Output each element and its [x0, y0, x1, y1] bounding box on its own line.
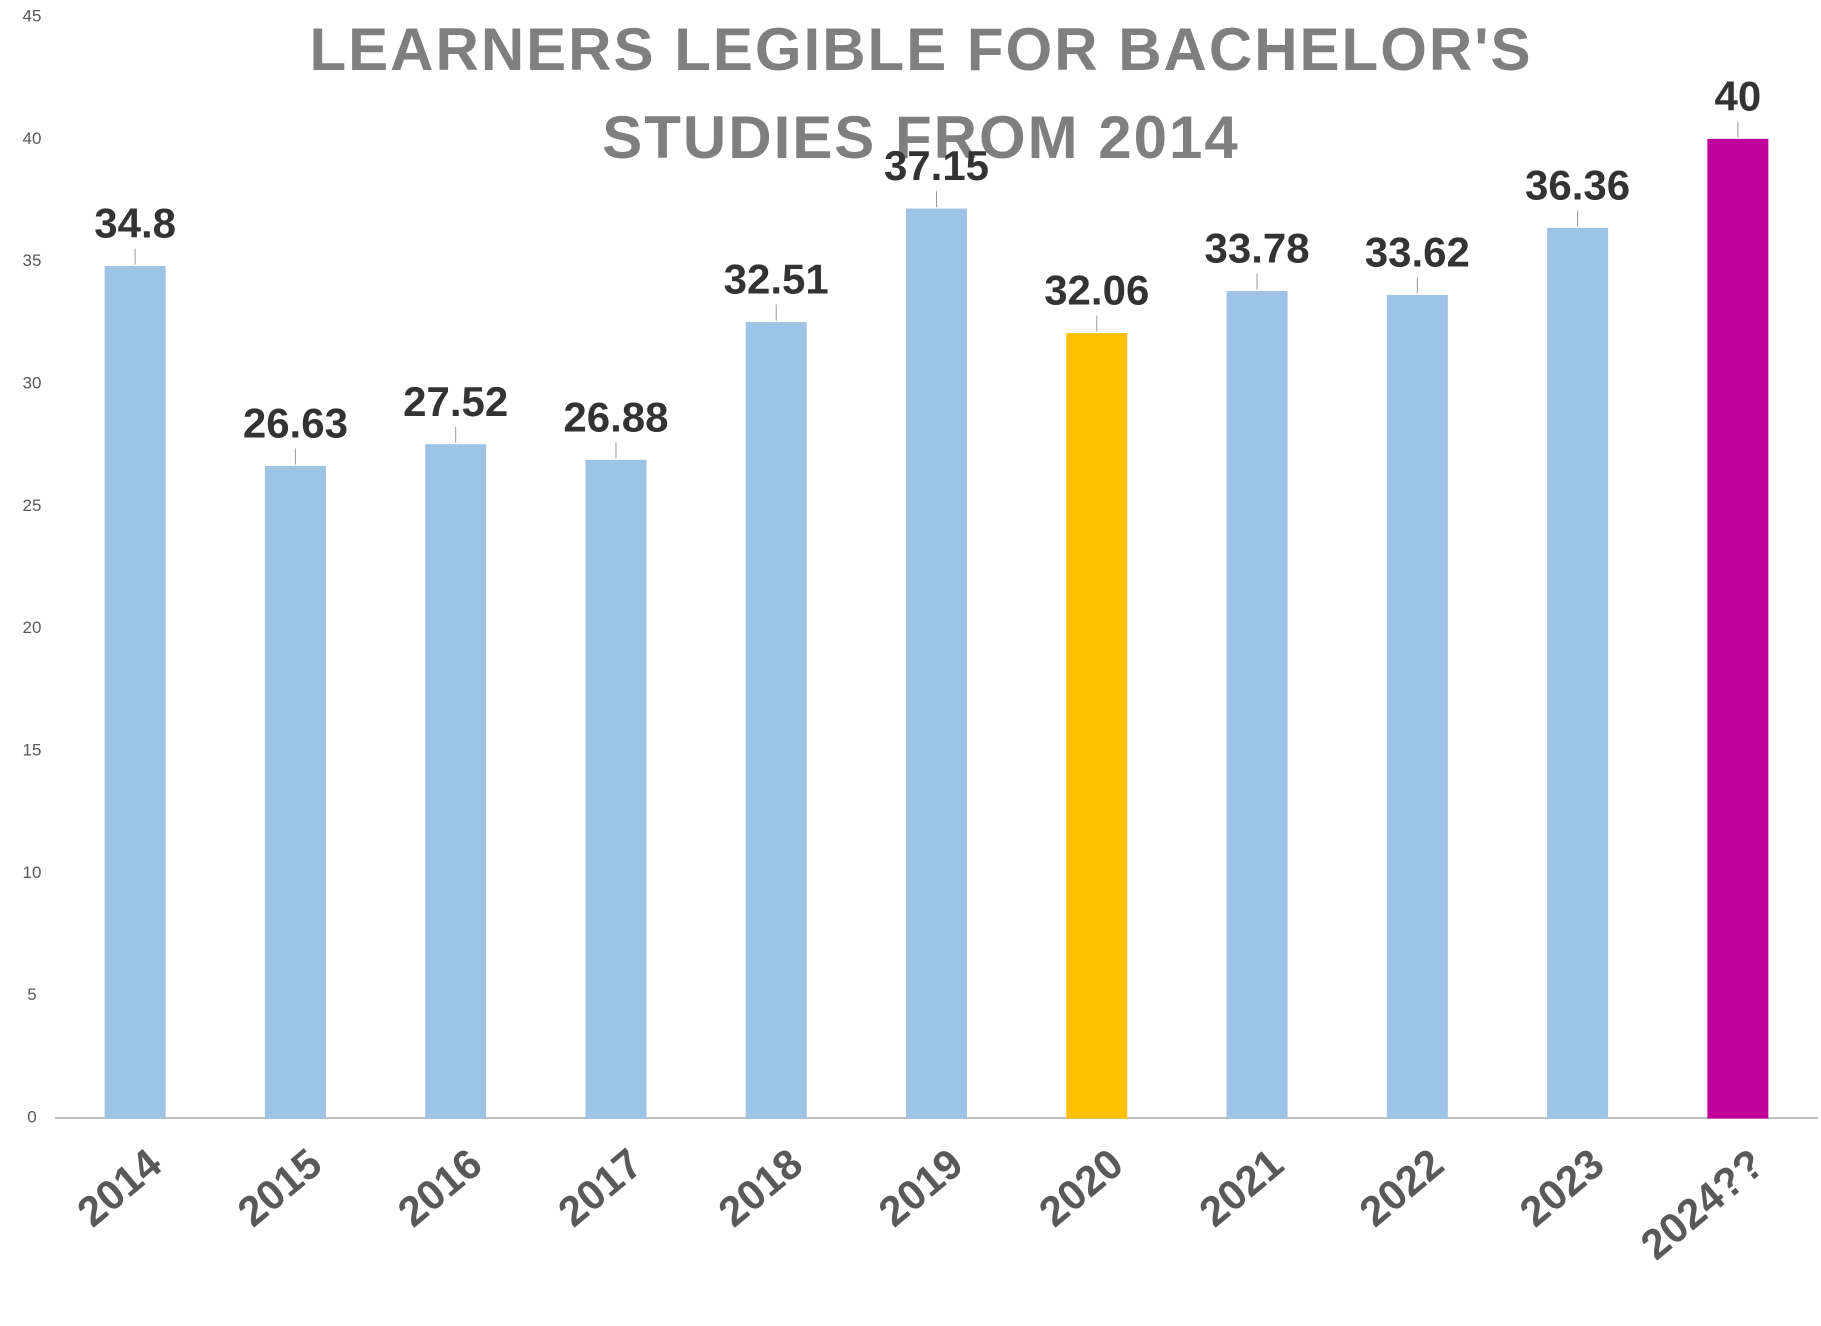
- value-label: 40: [1715, 72, 1762, 119]
- x-tick-label: 2021: [1190, 1139, 1292, 1235]
- y-tick-label: 40: [23, 129, 42, 148]
- bar: [1547, 227, 1609, 1119]
- x-tick-label: 2014: [68, 1139, 170, 1235]
- y-tick-label: 45: [23, 6, 42, 25]
- value-label: 32.51: [724, 256, 829, 303]
- chart-title: LEARNERS LEGIBLE FOR BACHELOR'S: [310, 16, 1533, 83]
- x-tick-label: 2015: [229, 1139, 331, 1235]
- y-tick-label: 0: [27, 1107, 36, 1126]
- x-tick-label: 2019: [870, 1139, 972, 1235]
- y-tick-label: 25: [23, 496, 42, 515]
- bar: [745, 322, 807, 1119]
- x-tick-label: 2024??: [1632, 1139, 1773, 1268]
- x-tick-label: 2016: [389, 1139, 491, 1235]
- y-tick-label: 35: [23, 251, 42, 270]
- bar: [425, 444, 487, 1119]
- value-label: 37.15: [884, 142, 989, 189]
- x-tick-label: 2023: [1511, 1139, 1613, 1235]
- x-tick-label: 2017: [549, 1139, 651, 1235]
- value-label: 36.36: [1525, 161, 1630, 208]
- value-label: 34.8: [94, 200, 176, 247]
- bar: [1707, 138, 1769, 1119]
- y-tick-label: 30: [23, 373, 42, 392]
- value-label: 33.62: [1365, 229, 1470, 276]
- value-label: 27.52: [403, 378, 508, 425]
- y-tick-label: 5: [27, 985, 36, 1004]
- value-label: 26.88: [563, 393, 668, 440]
- bar: [264, 465, 326, 1119]
- value-label: 33.78: [1204, 225, 1309, 272]
- value-label: 32.06: [1044, 267, 1149, 314]
- x-tick-label: 2020: [1030, 1139, 1132, 1235]
- y-tick-label: 20: [23, 618, 42, 637]
- chart-title: STUDIES FROM 2014: [602, 104, 1240, 171]
- bar: [1386, 294, 1448, 1119]
- bar: [104, 266, 166, 1119]
- y-tick-label: 10: [23, 863, 42, 882]
- bar: [1226, 291, 1288, 1119]
- y-tick-label: 15: [23, 740, 42, 759]
- value-label: 26.63: [243, 400, 348, 447]
- bar: [906, 208, 967, 1119]
- x-tick-label: 2022: [1350, 1139, 1452, 1235]
- bar: [585, 459, 647, 1119]
- bar: [1066, 333, 1128, 1119]
- x-tick-label: 2018: [709, 1139, 811, 1235]
